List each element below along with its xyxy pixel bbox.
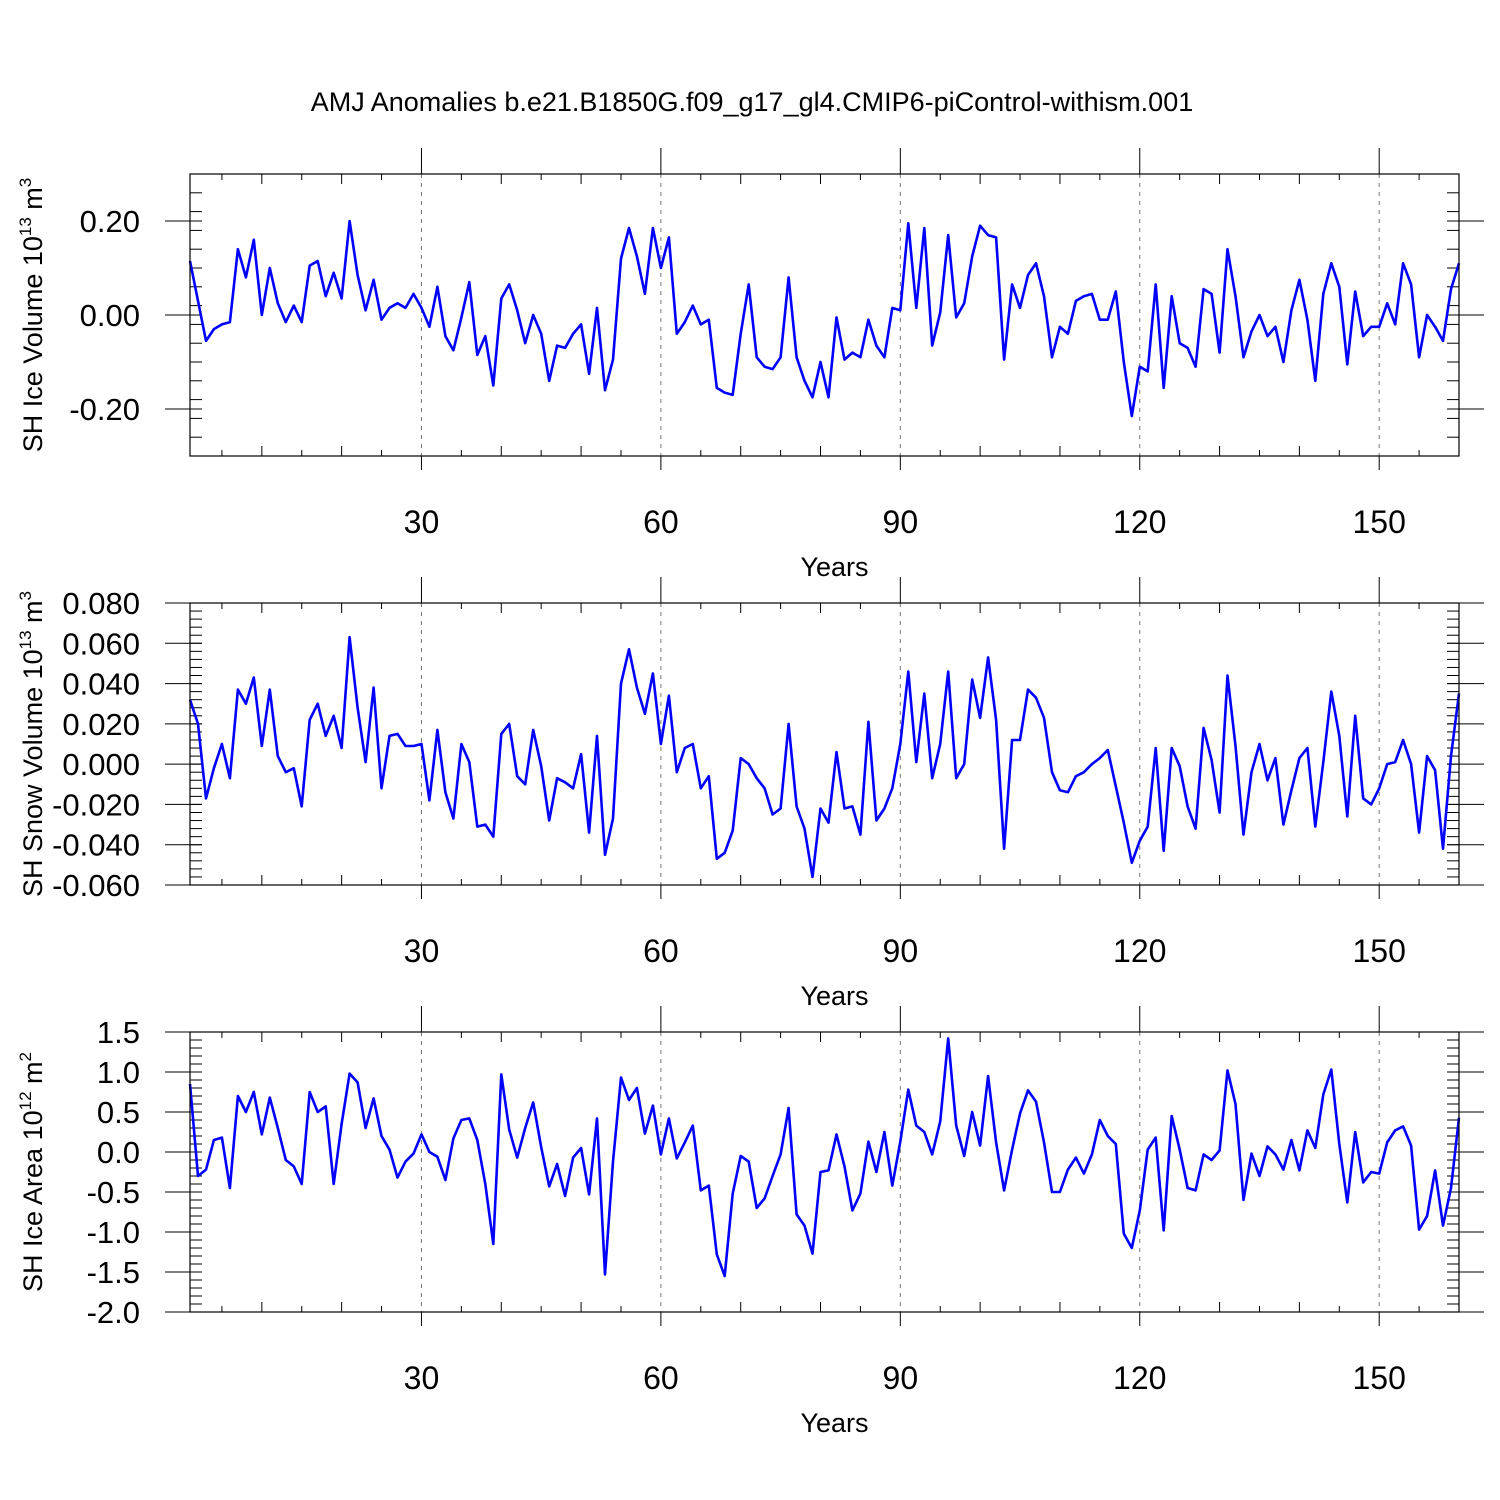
- x-tick-label: 60: [643, 1360, 679, 1396]
- y-tick-label: -0.20: [69, 392, 140, 427]
- x-tick-label: 30: [404, 1360, 440, 1396]
- y-tick-label: -1.5: [87, 1255, 140, 1290]
- y-axis-label-ylabel-main: SH Snow Volume 10: [18, 649, 48, 897]
- y-axis-label-ylabel-unit-exp: 3: [16, 178, 35, 187]
- data-line-ice-volume: [188, 219, 1461, 418]
- y-tick-label: -0.040: [52, 828, 140, 863]
- y-tick-label: 1.5: [97, 1015, 140, 1050]
- y-axis-label-ylabel-exp: 13: [16, 217, 35, 236]
- y-tick-label: 0.080: [62, 586, 140, 621]
- y-tick-label: 0.000: [62, 747, 140, 782]
- y-tick-label: 1.0: [97, 1055, 140, 1090]
- data-line-snow-volume: [188, 635, 1461, 879]
- y-tick-label: 0.0: [97, 1135, 140, 1170]
- plot-frame: [189, 602, 1460, 886]
- chart-title: AMJ Anomalies b.e21.B1850G.f09_g17_gl4.C…: [311, 87, 1193, 117]
- x-tick-label: 30: [404, 504, 440, 540]
- y-tick-label: 0.5: [97, 1095, 140, 1130]
- y-tick-label: 0.020: [62, 707, 140, 742]
- y-tick-label: -0.020: [52, 787, 140, 822]
- x-tick-label: 30: [404, 933, 440, 969]
- y-axis-label-ylabel-main: SH Ice Area 10: [18, 1110, 48, 1292]
- y-axis-label: SH Ice Volume 1013 m3: [16, 178, 48, 453]
- plot-frame: [189, 1031, 1460, 1313]
- x-tick-label: 150: [1352, 933, 1405, 969]
- x-axis-label: Years: [800, 1408, 868, 1438]
- y-tick-label: 0.00: [80, 298, 140, 333]
- panel-ice-volume: 30 60 90 120 150 -0.20 0.00 0.20 Years SH Ice Vol…: [16, 148, 1484, 582]
- y-tick-label: -2.0: [87, 1295, 140, 1330]
- y-axis-label-ylabel-exp: 12: [16, 1091, 35, 1110]
- y-axis-label-ylabel-unit: m: [18, 600, 48, 630]
- y-tick-label: -1.0: [87, 1215, 140, 1250]
- plot-frame: [189, 173, 1460, 457]
- x-tick-label: 120: [1113, 504, 1166, 540]
- y-axis-label-ylabel-unit-exp: 2: [16, 1052, 35, 1061]
- x-tick-label: 150: [1352, 1360, 1405, 1396]
- y-tick-label: 0.060: [62, 626, 140, 661]
- x-tick-label: 90: [883, 933, 919, 969]
- y-axis-label-ylabel-unit: m: [18, 187, 48, 217]
- y-tick-label: -0.060: [52, 868, 140, 903]
- y-axis-label: SH Snow Volume 1013 m3: [16, 591, 48, 897]
- x-tick-label: 120: [1113, 1360, 1166, 1396]
- y-axis-label: SH Ice Area 1012 m2: [16, 1052, 48, 1292]
- y-tick-label: -0.5: [87, 1175, 140, 1210]
- y-axis-label-ylabel-unit: m: [18, 1061, 48, 1091]
- panel-ice-area: 30 60 90 120 150 -2.0 -1.5 -1.0 -0.5 0.0 0.5 1.0 1.5…: [16, 1006, 1484, 1438]
- x-tick-label: 60: [643, 933, 679, 969]
- panel-snow-volume: 30 60 90 120 150 -0.060 -0.040 -0.020 0.000 0.020…: [16, 577, 1484, 1011]
- data-line-ice-area: [188, 1037, 1461, 1278]
- x-tick-label: 90: [883, 1360, 919, 1396]
- x-axis-label: Years: [800, 981, 868, 1011]
- x-tick-label: 90: [883, 504, 919, 540]
- y-axis-label-ylabel-unit-exp: 3: [16, 591, 35, 600]
- y-axis-label-ylabel-exp: 13: [16, 630, 35, 649]
- x-tick-label: 120: [1113, 933, 1166, 969]
- x-axis-label: Years: [800, 552, 868, 582]
- x-tick-label: 150: [1352, 504, 1405, 540]
- y-tick-label: 0.040: [62, 667, 140, 702]
- y-tick-label: 0.20: [80, 204, 140, 239]
- y-axis-label-ylabel-main: SH Ice Volume 10: [18, 236, 48, 452]
- x-tick-label: 60: [643, 504, 679, 540]
